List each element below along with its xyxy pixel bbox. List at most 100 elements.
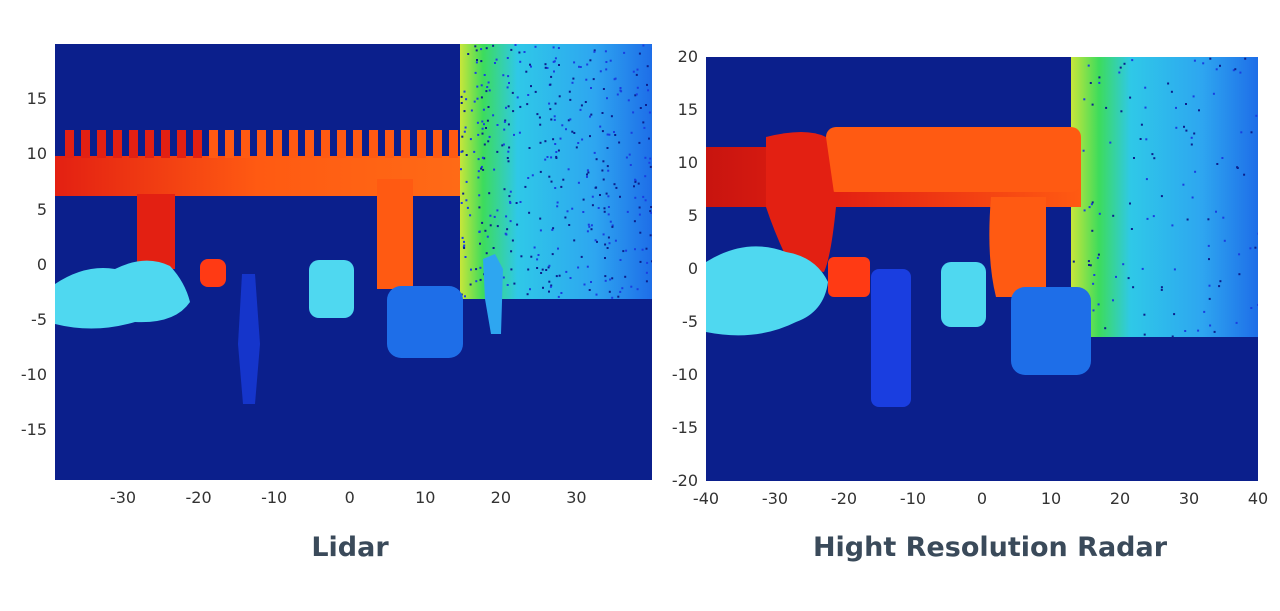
speckle-point [1152, 215, 1155, 218]
speckle-point [611, 296, 614, 299]
speckle-point [1160, 288, 1163, 291]
speckle-point [634, 180, 637, 183]
speckle-point [619, 259, 622, 261]
speckle-point [1167, 82, 1170, 85]
speckle-point [547, 266, 550, 269]
speckle-point [645, 104, 647, 106]
speckle-point [579, 66, 582, 68]
speckle-point [1208, 297, 1211, 300]
speckle-point [583, 283, 586, 286]
speckle-point [630, 131, 633, 134]
speckle-point [507, 105, 510, 108]
speckle-point [610, 115, 613, 118]
speckle-point [1092, 309, 1095, 312]
speckle-point [462, 192, 465, 195]
speckle-point [549, 83, 552, 86]
speckle-point [531, 174, 534, 177]
speckle-point [567, 168, 570, 171]
speckle-point [1207, 244, 1210, 247]
speckle-point [642, 121, 645, 124]
speckle-point [477, 170, 480, 173]
x-tick-label: 10 [1040, 489, 1062, 508]
speckle-point [1088, 264, 1090, 266]
speckle-point [1186, 218, 1189, 221]
speckle-point [477, 133, 480, 136]
speckle-point [460, 95, 463, 98]
speckle-point [1089, 264, 1092, 267]
speckle-point [613, 131, 615, 133]
speckle-point [1215, 210, 1217, 213]
crenellation [289, 130, 298, 158]
speckle-point [650, 206, 652, 208]
speckle-point [482, 108, 485, 111]
speckle-point [1223, 239, 1226, 242]
speckle-point [578, 65, 580, 68]
speckle-point [518, 51, 521, 54]
speckle-point [632, 111, 635, 114]
x-tick-label: 20 [1109, 489, 1131, 508]
x-tick-label: 0 [976, 489, 988, 508]
speckle-point [605, 61, 608, 63]
lidar-plot-area [55, 44, 652, 480]
speckle-point [638, 206, 641, 209]
speckle-point [1115, 275, 1117, 278]
speckle-point [463, 247, 466, 249]
speckle-point [643, 126, 646, 129]
speckle-point [548, 175, 551, 178]
speckle-point [638, 141, 641, 144]
speckle-point [553, 60, 556, 63]
speckle-point [595, 158, 598, 161]
lidar-center-car [309, 260, 354, 318]
y-tick-label: -15 [671, 418, 698, 437]
speckle-point [511, 239, 514, 242]
speckle-point [509, 220, 512, 223]
speckle-point [649, 210, 652, 213]
speckle-point [642, 195, 645, 198]
crenellation [305, 130, 314, 158]
speckle-point [1120, 110, 1123, 113]
speckle-point [530, 85, 532, 88]
speckle-point [554, 57, 557, 60]
crenellation [97, 130, 106, 158]
speckle-point [466, 206, 469, 209]
speckle-point [588, 225, 591, 228]
speckle-point [613, 183, 616, 186]
speckle-point [591, 195, 594, 198]
speckle-point [520, 255, 523, 258]
speckle-point [1182, 183, 1185, 186]
speckle-point [568, 90, 571, 93]
speckle-point [1183, 125, 1185, 128]
speckle-point [1198, 109, 1200, 112]
speckle-point [573, 61, 576, 64]
speckle-point [513, 133, 515, 136]
speckle-point [571, 81, 574, 84]
speckle-point [1151, 153, 1154, 156]
speckle-point [642, 44, 645, 47]
speckle-point [495, 58, 498, 61]
speckle-point [1091, 201, 1094, 204]
speckle-point [1083, 98, 1086, 101]
speckle-point [559, 137, 562, 140]
speckle-point [465, 180, 468, 183]
speckle-point [489, 214, 492, 217]
speckle-point [527, 177, 530, 179]
speckle-point [552, 60, 555, 63]
speckle-point [1194, 170, 1197, 173]
speckle-point [1234, 68, 1237, 71]
speckle-point [492, 247, 495, 249]
speckle-point [485, 252, 488, 255]
crenellation [449, 130, 458, 158]
speckle-point [630, 285, 633, 288]
speckle-point [614, 77, 617, 80]
speckle-point [507, 75, 510, 78]
speckle-point [609, 278, 612, 281]
speckle-point [462, 245, 465, 248]
speckle-point [622, 250, 625, 253]
speckle-point [477, 158, 480, 161]
speckle-point [1254, 246, 1257, 249]
speckle-point [594, 186, 597, 189]
speckle-point [611, 225, 614, 228]
speckle-point [635, 73, 638, 76]
speckle-point [644, 199, 647, 202]
speckle-point [557, 149, 560, 152]
